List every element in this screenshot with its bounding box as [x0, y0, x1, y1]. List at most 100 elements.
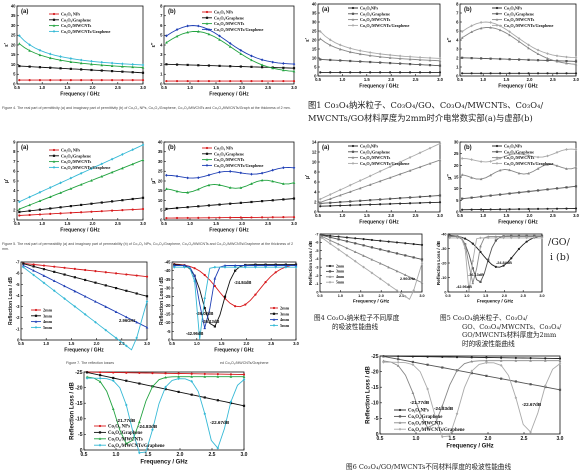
- series-line-marker: [165, 34, 168, 38]
- annotation-text: -24.83dB: [138, 424, 158, 429]
- series-line-marker: [271, 79, 274, 83]
- legend-marker: [98, 437, 102, 440]
- series-line-marker: [121, 70, 124, 73]
- series-line-marker: [282, 182, 285, 185]
- series-line-marker: [207, 79, 211, 83]
- series-line-marker: [53, 265, 56, 268]
- x-tick-label: 2.5: [268, 341, 274, 346]
- series-line-marker: [271, 168, 275, 172]
- series-line-marker: [369, 71, 372, 74]
- series-line-marker: [546, 72, 549, 75]
- series-line-marker: [229, 79, 232, 83]
- series-line-marker: [464, 237, 467, 240]
- series-line-marker: [379, 239, 382, 242]
- series-line-marker: [479, 177, 483, 181]
- series-line-marker: [470, 196, 473, 199]
- series-line-marker: [125, 315, 128, 319]
- y-tick-label: 4: [13, 188, 16, 193]
- series-line-marker: [242, 375, 246, 378]
- series-line-marker: [529, 357, 532, 360]
- y-tick-label: -30: [164, 285, 171, 290]
- x-tick-label: 1.0: [187, 221, 193, 226]
- y-tick-label: 8: [314, 169, 317, 174]
- fig1-zh-line2: MWCNTs/GO材料厚度为2mm时介电常数实部(a)与虚部(b): [308, 113, 533, 123]
- series-line-marker: [349, 200, 352, 203]
- legend-marker: [351, 156, 355, 159]
- x-tick-label: 0.5: [169, 341, 175, 346]
- series-line-marker: [500, 356, 503, 359]
- y-tick-label: -5: [78, 432, 83, 438]
- series-line-marker: [125, 344, 128, 348]
- series-line-marker: [489, 173, 492, 177]
- x-tick-label: 2.5: [209, 452, 216, 458]
- series-line-marker: [337, 235, 340, 238]
- y-axis-label: Reflection Loss / dB: [366, 366, 372, 424]
- series-line-marker: [131, 162, 135, 166]
- series-line-marker: [131, 65, 135, 69]
- legend-marker: [272, 306, 276, 310]
- series-line-marker: [151, 428, 154, 432]
- series-line-marker: [197, 64, 200, 67]
- series-line-marker: [318, 30, 322, 33]
- x-axis-label: Frequency / GHz: [477, 298, 514, 303]
- series-line-marker: [53, 270, 56, 273]
- series-line-marker: [141, 63, 145, 67]
- series-line-marker: [318, 197, 322, 201]
- series-line-marker: [448, 236, 452, 240]
- series-line-marker: [479, 244, 482, 248]
- x-axis-label: Frequency / GHz: [209, 227, 249, 233]
- series-line-marker: [498, 28, 502, 32]
- series-line-marker: [498, 168, 502, 172]
- series-line-marker: [216, 375, 220, 378]
- zh-fragment-1: /GO/: [548, 237, 570, 248]
- legend-entry: Co₃O₄/MWCNTs/Graphene: [360, 23, 409, 28]
- series-line-marker: [83, 294, 87, 298]
- legend-marker: [205, 16, 209, 19]
- series-line-marker: [175, 206, 179, 210]
- x-axis-label: Frequency / GHz: [214, 347, 254, 353]
- y-axis-label: μ″: [447, 174, 453, 180]
- y-axis-label: ε′: [4, 42, 10, 46]
- y-tick-label: 5: [160, 208, 163, 213]
- series-line-marker: [79, 171, 83, 175]
- y-tick-label: 6: [13, 169, 16, 174]
- series-line-marker: [32, 263, 35, 266]
- series-line-marker: [368, 54, 372, 57]
- series-line-marker: [455, 356, 459, 359]
- en-mu-real-chart: 0.5 1.0 1.5 2.0 2.5 3.0 1 2 3 4 5 6 7 8 9 Frequency / G…: [1, 138, 147, 238]
- legend-marker: [52, 30, 56, 33]
- en-rl-composites-svg: 0.5 1.0 1.5 2.0 2.5 3.0 0 -5 -10 -15 -20 -25 Frequen…: [70, 370, 248, 466]
- legend-entry: Co₃O₄/MWCNTs: [360, 17, 391, 22]
- series-line-marker: [388, 165, 392, 169]
- series-line-marker: [358, 49, 362, 53]
- series-line-marker: [543, 359, 547, 362]
- x-tick-label: 1.5: [213, 85, 219, 90]
- series-line-marker: [197, 79, 200, 83]
- y-tick-label: 5: [160, 33, 163, 38]
- legend-entry: Co₃O₄NPs: [360, 5, 378, 10]
- series-line-marker: [517, 40, 521, 43]
- series-line-marker: [428, 71, 432, 74]
- series-line-marker: [141, 79, 145, 82]
- series-line-marker: [172, 264, 176, 267]
- series-line-marker: [349, 59, 352, 63]
- series-line-marker: [438, 56, 442, 60]
- legend-entry: 2mm: [43, 307, 53, 312]
- series-line-marker: [379, 248, 382, 251]
- series-line-marker: [18, 210, 21, 214]
- series-line-marker: [426, 387, 429, 391]
- series-line-marker: [94, 281, 97, 284]
- x-tick-label: 0.5: [457, 77, 463, 82]
- y-tick-label: -20: [75, 385, 82, 391]
- series-line-marker: [398, 197, 402, 200]
- y-axis-label: Reflection Loss / dB: [308, 240, 313, 285]
- series-line-marker: [448, 235, 452, 238]
- series-line-marker: [42, 281, 46, 285]
- y-axis-label: ε″: [151, 42, 157, 47]
- series-line-marker: [260, 178, 264, 182]
- legend-marker: [52, 166, 56, 169]
- series-line-marker: [28, 203, 31, 207]
- y-tick-label: 20: [454, 163, 459, 168]
- legend-entry: Co₃O₄NPs: [504, 143, 522, 148]
- x-tick-label: 2.5: [115, 221, 121, 226]
